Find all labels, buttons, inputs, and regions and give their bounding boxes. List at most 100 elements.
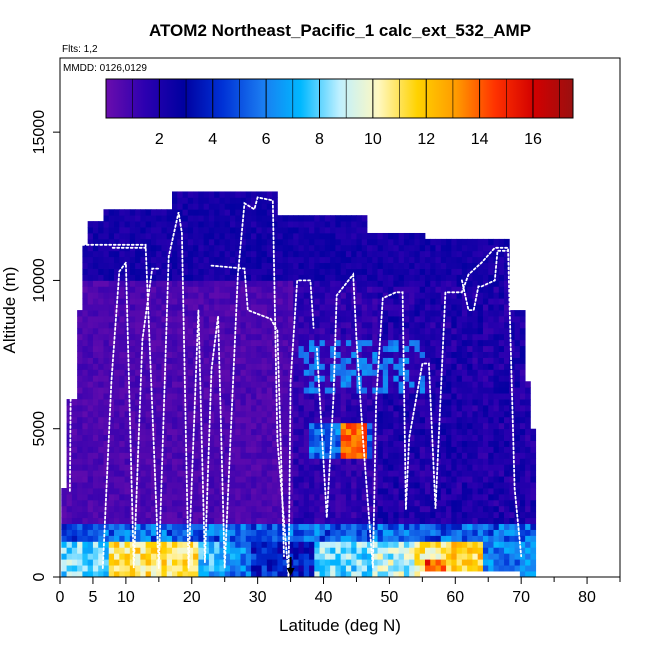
heatmap-cell	[446, 464, 452, 471]
heatmap-cell	[193, 559, 199, 566]
heatmap-cell	[303, 286, 310, 293]
heatmap-cell	[467, 304, 473, 311]
heatmap-cell	[235, 387, 241, 394]
heatmap-cell	[451, 387, 458, 394]
heatmap-cell	[498, 286, 505, 293]
heatmap-cell	[193, 535, 199, 542]
heatmap-cell	[482, 268, 489, 275]
heatmap-cell	[82, 476, 89, 483]
heatmap-cell	[477, 559, 484, 566]
heatmap-cell	[66, 499, 73, 507]
heatmap-cell	[414, 464, 421, 471]
heatmap-cell	[372, 559, 378, 566]
heatmap-cell	[403, 517, 410, 525]
heatmap-cell	[229, 404, 236, 412]
heatmap-cell	[388, 517, 394, 525]
heatmap-cell	[214, 458, 220, 465]
heatmap-cell	[166, 488, 173, 495]
heatmap-cell	[182, 541, 189, 548]
heatmap-cell	[140, 244, 147, 252]
heatmap-cell	[335, 227, 342, 234]
heatmap-cell	[145, 571, 152, 577]
heatmap-cell	[182, 345, 189, 353]
heatmap-cell	[172, 369, 178, 376]
heatmap-cell	[219, 428, 226, 436]
heatmap-cell	[335, 571, 342, 577]
heatmap-cell	[114, 529, 120, 536]
heatmap-cell	[77, 464, 83, 471]
heatmap-cell	[229, 493, 236, 501]
heatmap-cell	[324, 529, 331, 536]
heatmap-cell	[172, 458, 178, 465]
heatmap-cell	[124, 470, 131, 477]
heatmap-cell	[345, 434, 352, 441]
heatmap-cell	[219, 221, 226, 228]
heatmap-cell	[214, 381, 220, 388]
heatmap-cell	[87, 327, 94, 335]
heatmap-cell	[261, 363, 268, 370]
heatmap-cell	[303, 547, 310, 554]
heatmap-cell	[235, 446, 241, 453]
heatmap-cell	[108, 452, 115, 459]
heatmap-cell	[482, 292, 489, 299]
heatmap-cell	[377, 410, 384, 418]
heatmap-cell	[293, 227, 299, 234]
heatmap-cell	[393, 410, 400, 418]
heatmap-cell	[298, 464, 305, 471]
heatmap-cell	[161, 351, 168, 358]
heatmap-cell	[430, 363, 436, 370]
heatmap-cell	[351, 434, 357, 441]
heatmap-cell	[398, 387, 405, 394]
heatmap-cell	[272, 215, 278, 222]
heatmap-cell	[172, 244, 178, 252]
heatmap-cell	[319, 404, 326, 412]
heatmap-cell	[388, 505, 394, 513]
heatmap-cell	[150, 559, 157, 566]
heatmap-cell	[498, 422, 505, 430]
heatmap-cell	[198, 298, 205, 305]
heatmap-cell	[388, 351, 394, 358]
heatmap-cell	[324, 464, 331, 471]
heatmap-cell	[135, 310, 141, 317]
heatmap-cell	[319, 505, 326, 513]
heatmap-cell	[261, 274, 268, 281]
heatmap-cell	[456, 369, 463, 376]
heatmap-cell	[361, 499, 368, 507]
heatmap-cell	[82, 387, 89, 394]
heatmap-cell	[461, 375, 468, 382]
heatmap-cell	[377, 381, 384, 388]
heatmap-cell	[193, 327, 199, 335]
heatmap-cell	[377, 434, 384, 441]
heatmap-cell	[493, 541, 500, 548]
heatmap-cell	[335, 434, 342, 441]
heatmap-cell	[298, 274, 305, 281]
heatmap-cell	[129, 238, 136, 246]
heatmap-cell	[124, 529, 131, 536]
heatmap-cell	[388, 280, 394, 287]
heatmap-cell	[340, 387, 347, 394]
heatmap-cell	[361, 488, 368, 495]
heatmap-cell	[467, 452, 473, 459]
heatmap-cell	[208, 482, 215, 489]
heatmap-cell	[482, 493, 489, 501]
heatmap-cell	[477, 250, 484, 258]
heatmap-cell	[198, 321, 205, 329]
heatmap-cell	[414, 262, 421, 269]
heatmap-cell	[87, 452, 94, 459]
heatmap-cell	[277, 493, 284, 501]
heatmap-cell	[198, 458, 205, 465]
heatmap-cell	[293, 571, 299, 577]
heatmap-cell	[150, 221, 157, 228]
heatmap-cell	[140, 280, 147, 287]
heatmap-cell	[345, 387, 352, 394]
heatmap-cell	[282, 244, 289, 252]
heatmap-cell	[472, 369, 479, 376]
heatmap-cell	[409, 541, 415, 548]
heatmap-cell	[461, 482, 468, 489]
heatmap-cell	[261, 298, 268, 305]
heatmap-cell	[367, 262, 373, 269]
heatmap-cell	[150, 227, 157, 234]
heatmap-cell	[393, 304, 400, 311]
heatmap-cell	[266, 511, 273, 519]
heatmap-cell	[166, 404, 173, 412]
